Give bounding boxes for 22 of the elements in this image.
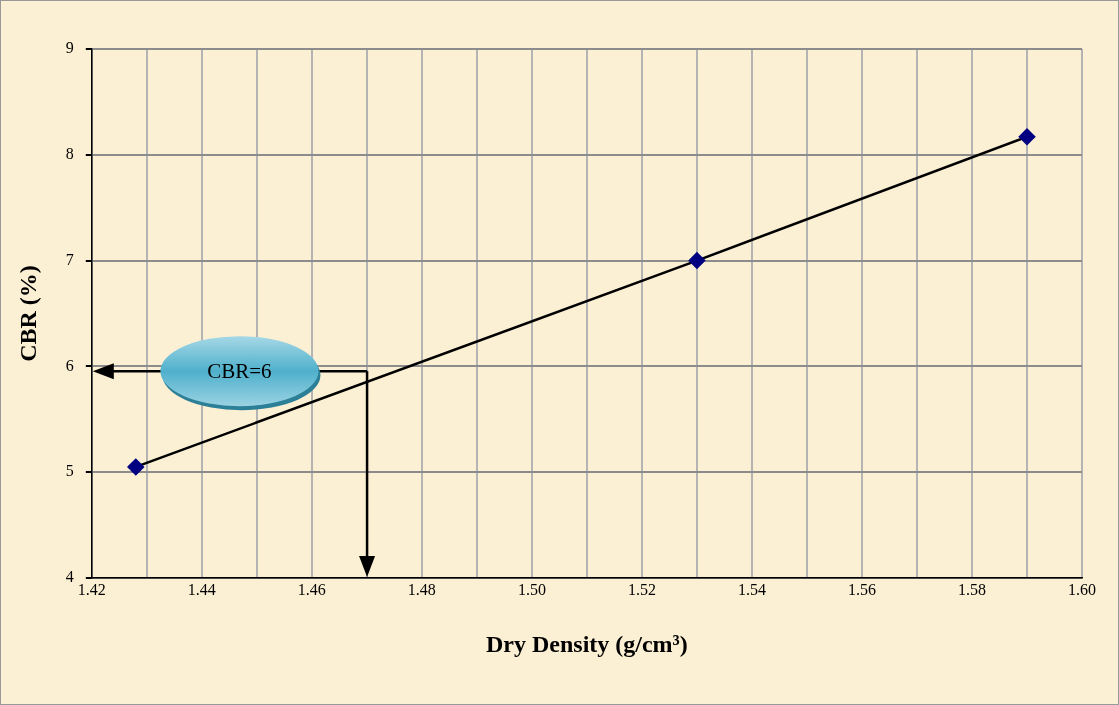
x-tick-label: 1.42 <box>77 580 106 598</box>
y-tick-label: 8 <box>65 145 74 162</box>
point <box>688 252 706 269</box>
x-tick-label: 1.46 <box>297 580 326 598</box>
x-tick-label: 1.56 <box>847 580 876 598</box>
x-tick-label: 1.52 <box>627 580 656 598</box>
x-tick-label: 1.60 <box>1068 580 1096 598</box>
point <box>1018 128 1036 146</box>
x-axis-title: Dry Density (g/cm³) <box>485 630 688 657</box>
x-tick-label: 1.58 <box>957 580 986 598</box>
x-tick-label: 1.54 <box>737 580 766 598</box>
x-tick-label: 1.44 <box>187 580 216 598</box>
y-tick-label: 6 <box>65 356 74 374</box>
y-tick-label: 9 <box>65 39 74 57</box>
annotation: CBR=6 <box>207 358 272 384</box>
y-tick-label: 5 <box>65 462 74 480</box>
point <box>127 458 145 476</box>
y-tick-label: 7 <box>65 250 74 268</box>
y-axis-title: CBR (%) <box>14 265 41 362</box>
y-tick-label: 4 <box>65 568 74 586</box>
x-tick-label: 1.50 <box>517 580 546 598</box>
x-tick-label: 1.48 <box>407 580 436 598</box>
